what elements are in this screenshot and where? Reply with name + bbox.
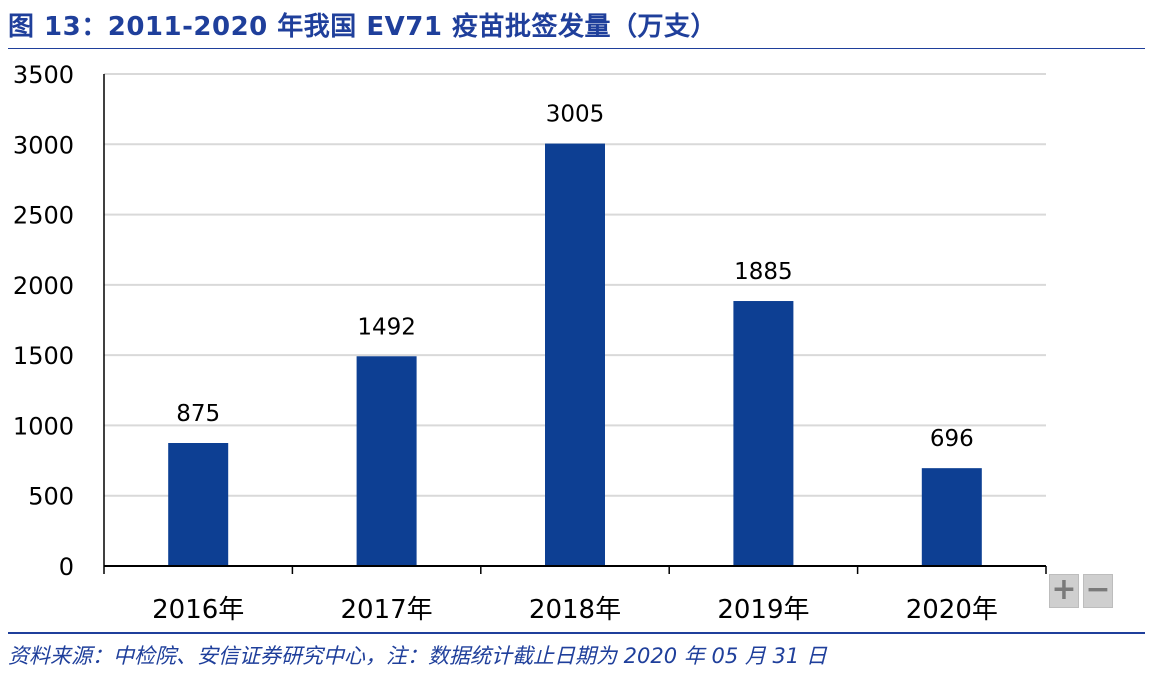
x-tick-label: 2017年 <box>341 595 433 625</box>
title-divider <box>8 48 1145 49</box>
data-label: 696 <box>930 426 974 452</box>
bar-2017年 <box>356 356 417 566</box>
x-tick-label: 2016年 <box>152 595 244 625</box>
data-label: 3005 <box>546 102 605 128</box>
labels: 0 500 1000 1500 2000 2500 3000 3500 875 2016年 1492… <box>13 61 998 625</box>
y-tick-label: 500 <box>28 483 74 511</box>
y-tick-label: 3500 <box>13 61 74 89</box>
y-tick-label: 2500 <box>13 202 74 230</box>
x-tick-label: 2018年 <box>529 595 621 625</box>
bar-2018年 <box>545 143 605 566</box>
data-label: 1492 <box>357 314 416 340</box>
chart-title: 图 13：2011-2020 年我国 EV71 疫苗批签发量（万支） <box>8 12 717 42</box>
bar-2020年 <box>921 468 982 566</box>
y-tick-label: 2000 <box>13 272 74 300</box>
data-label: 1885 <box>734 259 793 285</box>
data-label: 875 <box>176 401 220 427</box>
zoom-in-button[interactable]: + <box>1049 574 1079 608</box>
source-note: 资料来源：中检院、安信证券研究中心，注：数据统计截止日期为 2020 年 05 … <box>8 644 827 668</box>
bar-2019年 <box>733 301 794 566</box>
axes <box>103 74 1047 574</box>
x-tick-label: 2019年 <box>717 595 809 625</box>
y-tick-label: 1000 <box>13 412 74 440</box>
y-tick-label: 1500 <box>13 342 74 370</box>
footer-divider <box>8 632 1145 634</box>
bars <box>168 143 982 566</box>
bar-2016年 <box>168 443 229 566</box>
y-tick-label: 0 <box>59 553 74 581</box>
y-tick-label: 3000 <box>13 131 74 159</box>
zoom-out-button[interactable]: − <box>1083 574 1113 608</box>
x-tick-label: 2020年 <box>906 595 998 625</box>
